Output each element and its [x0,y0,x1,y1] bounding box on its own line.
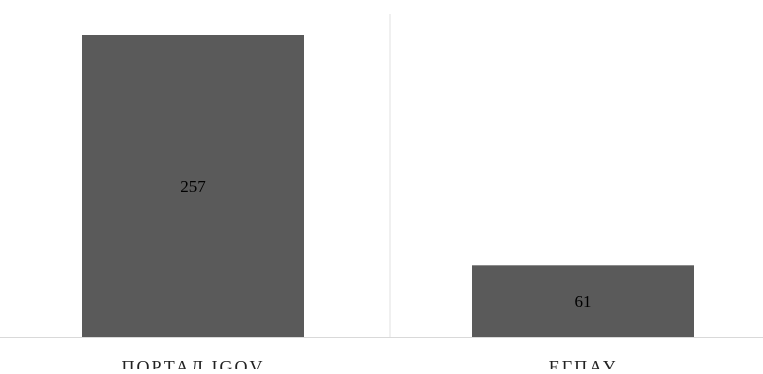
bar-series: 257 61 [82,35,694,337]
category-label-1: ЕГПАУ [549,357,618,369]
bar-1 [472,265,694,337]
category-label-0: ПОРТАЛ IGOV [121,357,264,369]
data-label-0: 257 [180,177,206,196]
data-label-1: 61 [575,292,592,311]
bar-0 [82,35,304,337]
category-labels: ПОРТАЛ IGOV ЕГПАУ [121,357,618,374]
